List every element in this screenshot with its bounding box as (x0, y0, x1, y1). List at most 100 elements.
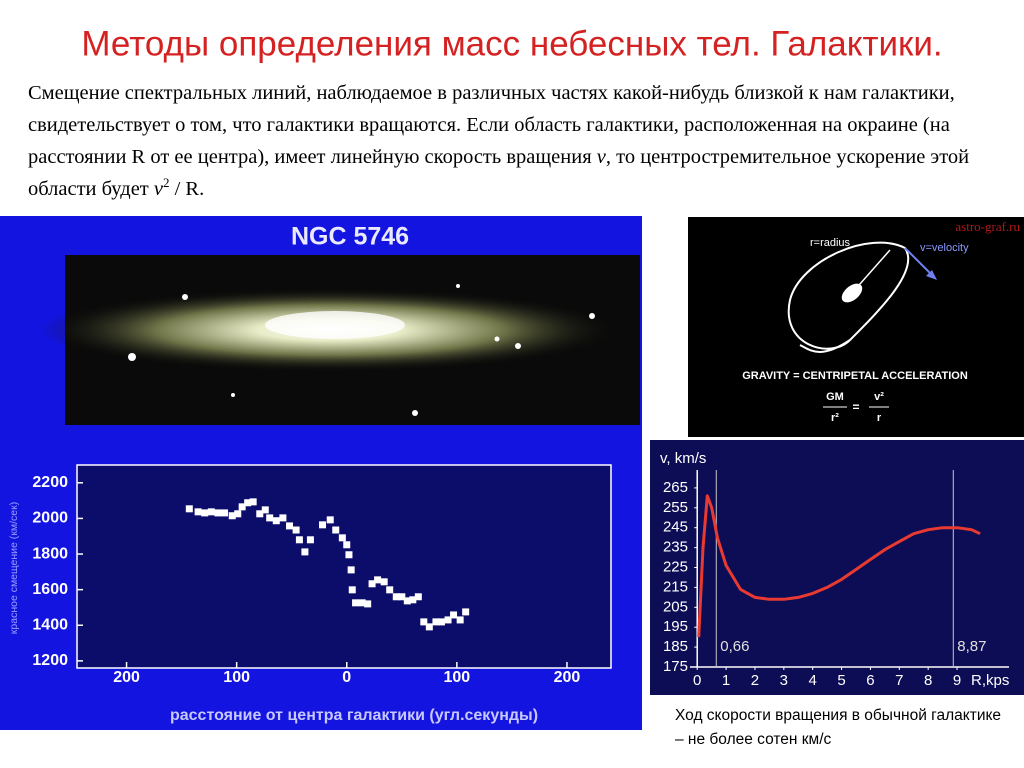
point (414, 593, 422, 601)
point (368, 580, 376, 588)
point (185, 505, 193, 513)
point (374, 576, 382, 584)
reference-label: 0,66 (720, 638, 749, 655)
watermark: astro-graf.ru (955, 219, 1020, 234)
point (403, 597, 411, 605)
y-tick-label: 195 (663, 618, 688, 635)
stars (128, 284, 595, 416)
point (380, 578, 388, 586)
x-tick-label: 8 (924, 672, 932, 689)
y-tick-label: 2200 (32, 474, 68, 491)
x-axis-label: R,kps (971, 672, 1009, 689)
point (238, 503, 246, 511)
x-tick-label: 0 (342, 669, 351, 686)
caption: Ход скорости вращения в обычной галактик… (675, 707, 1002, 748)
y-tick-label: 185 (663, 638, 688, 655)
y-tick-label: 215 (663, 578, 688, 595)
plot-frame (76, 464, 612, 669)
point (301, 548, 309, 556)
y-tick-label: 235 (663, 539, 688, 556)
y-tick-label: 1600 (32, 581, 68, 598)
reference-label: 8,87 (957, 638, 986, 655)
y-tick-label: 265 (663, 479, 688, 496)
orbit-diagram (688, 217, 1024, 437)
point (420, 618, 428, 626)
y-axis-label: v, km/s (660, 450, 706, 467)
point (347, 566, 355, 574)
galaxy-core (265, 311, 405, 339)
point (444, 616, 452, 624)
x-axis-label: расстояние от центра галактики (угл.секу… (170, 707, 538, 724)
point (266, 514, 274, 522)
point (221, 509, 229, 517)
point (285, 522, 293, 530)
point (437, 618, 445, 626)
x-tick-label: 200 (554, 669, 581, 686)
radius-label: r=radius (810, 237, 851, 249)
point (319, 521, 327, 529)
point (279, 514, 287, 522)
point (306, 536, 314, 544)
formula-text: GM (826, 391, 844, 403)
point (244, 499, 252, 507)
formula-text: r (877, 412, 882, 424)
point (425, 623, 433, 631)
point (343, 541, 351, 549)
equation-title: GRAVITY = CENTRIPETAL ACCELERATION (742, 370, 968, 382)
point (256, 510, 264, 518)
y-tick-label: 245 (663, 519, 688, 536)
curve (697, 494, 981, 638)
x-tick-label: 9 (953, 672, 961, 689)
x-tick-label: 200 (113, 669, 140, 686)
formula-text: = (852, 400, 859, 414)
y-tick-label: 255 (663, 499, 688, 516)
x-tick-label: 1 (722, 672, 730, 689)
x-tick-label: 100 (444, 669, 471, 686)
point (398, 593, 406, 601)
point (450, 611, 458, 619)
text: / R. (169, 178, 205, 200)
text: Смещение спектральных линий, наблюдаемое… (28, 82, 955, 168)
point (228, 512, 236, 520)
point (364, 600, 372, 608)
point (214, 509, 222, 517)
y-tick-label: 2000 (32, 510, 68, 527)
text: 2 (162, 175, 170, 191)
point (462, 608, 470, 616)
point (352, 599, 360, 607)
point (234, 510, 242, 518)
point (272, 517, 280, 525)
rotation-panel (650, 440, 1024, 695)
x-tick-label: 2 (751, 672, 759, 689)
y-tick-label: 205 (663, 598, 688, 615)
y-tick-label: 225 (663, 558, 688, 575)
y-tick-label: 1800 (32, 545, 68, 562)
slide-title: Методы определения масс небесных тел. Га… (81, 24, 942, 63)
velocity-arrow (904, 247, 934, 277)
text: v (153, 178, 163, 200)
x-tick-label: 6 (866, 672, 874, 689)
point (409, 596, 417, 604)
radius-line (851, 249, 891, 294)
point (207, 508, 215, 516)
point (386, 586, 394, 594)
point (261, 506, 269, 514)
text: , то центростремительное ускорение этой … (28, 146, 970, 200)
point (295, 536, 303, 544)
point (332, 526, 340, 534)
formula-text: v² (874, 391, 884, 403)
x-tick-label: 0 (693, 672, 701, 689)
x-tick-label: 3 (780, 672, 788, 689)
point (194, 508, 202, 516)
point (201, 509, 209, 517)
point (249, 498, 257, 506)
galaxy-label: NGC 5746 (291, 223, 409, 251)
orbit (787, 241, 910, 353)
point (292, 526, 300, 534)
y-axis-label: красное смещение (км/сек) (8, 502, 20, 634)
x-tick-label: 7 (895, 672, 903, 689)
x-tick-label: 100 (223, 669, 250, 686)
x-tick-label: 5 (837, 672, 845, 689)
point (456, 616, 464, 624)
